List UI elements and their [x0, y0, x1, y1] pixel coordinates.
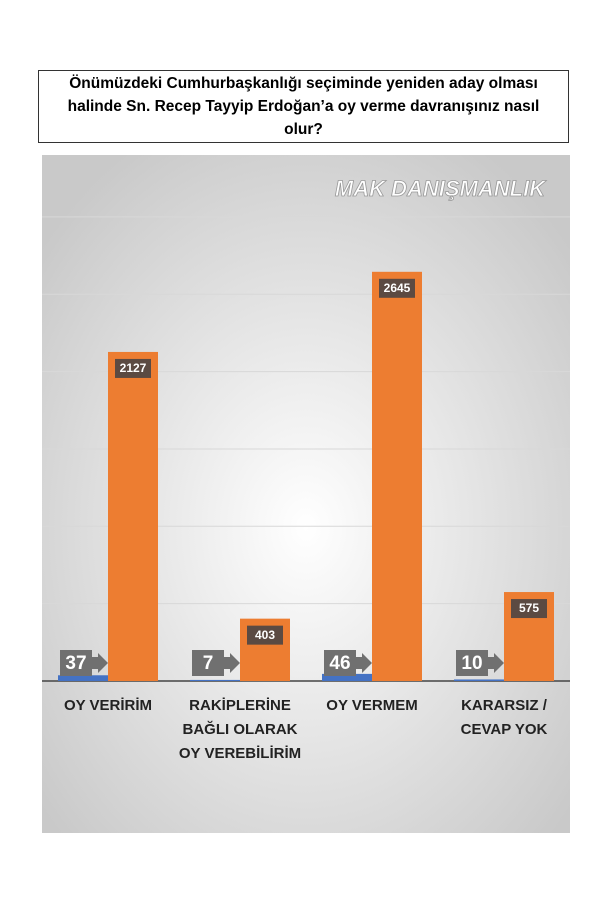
- data-label: 2127: [120, 361, 147, 375]
- label-arrow: [488, 653, 504, 673]
- bar: [322, 673, 372, 681]
- bar: [58, 675, 108, 681]
- x-tick-label: OY VERİRİM: [63, 697, 153, 714]
- label-box: [192, 650, 224, 676]
- x-tick-label: OY VERMEM: [326, 697, 418, 714]
- data-label: 2645: [384, 281, 411, 295]
- x-tick-label: RAKİPLERİNE BAĞLI OLARAK OY VEREBİLİRİM: [178, 697, 302, 762]
- watermark: MAK DANIŞMANLIK: [335, 176, 547, 201]
- label-box: [511, 599, 547, 619]
- label-box: [456, 650, 488, 676]
- label-arrow: [356, 653, 372, 673]
- label-box: [115, 358, 151, 378]
- label-arrow: [92, 653, 108, 673]
- data-label: 10: [461, 653, 482, 674]
- x-tick-label: KARARSIZ / CEVAP YOK: [460, 697, 548, 738]
- bar: [372, 271, 422, 681]
- label-box: [247, 625, 283, 645]
- label-box: [324, 650, 356, 676]
- data-label: 7: [203, 653, 214, 674]
- data-label: 46: [329, 653, 350, 674]
- chart-title: Önümüzdeki Cumhurbaşkanlığı seçiminde ye…: [38, 70, 569, 143]
- data-label: 37: [65, 653, 86, 674]
- data-label: 403: [255, 628, 275, 642]
- label-box: [379, 278, 415, 298]
- bar: [108, 351, 158, 681]
- label-box: [60, 650, 92, 676]
- bar: [454, 679, 504, 681]
- label-arrow: [224, 653, 240, 673]
- data-label: 575: [519, 601, 539, 615]
- bar: [190, 679, 240, 681]
